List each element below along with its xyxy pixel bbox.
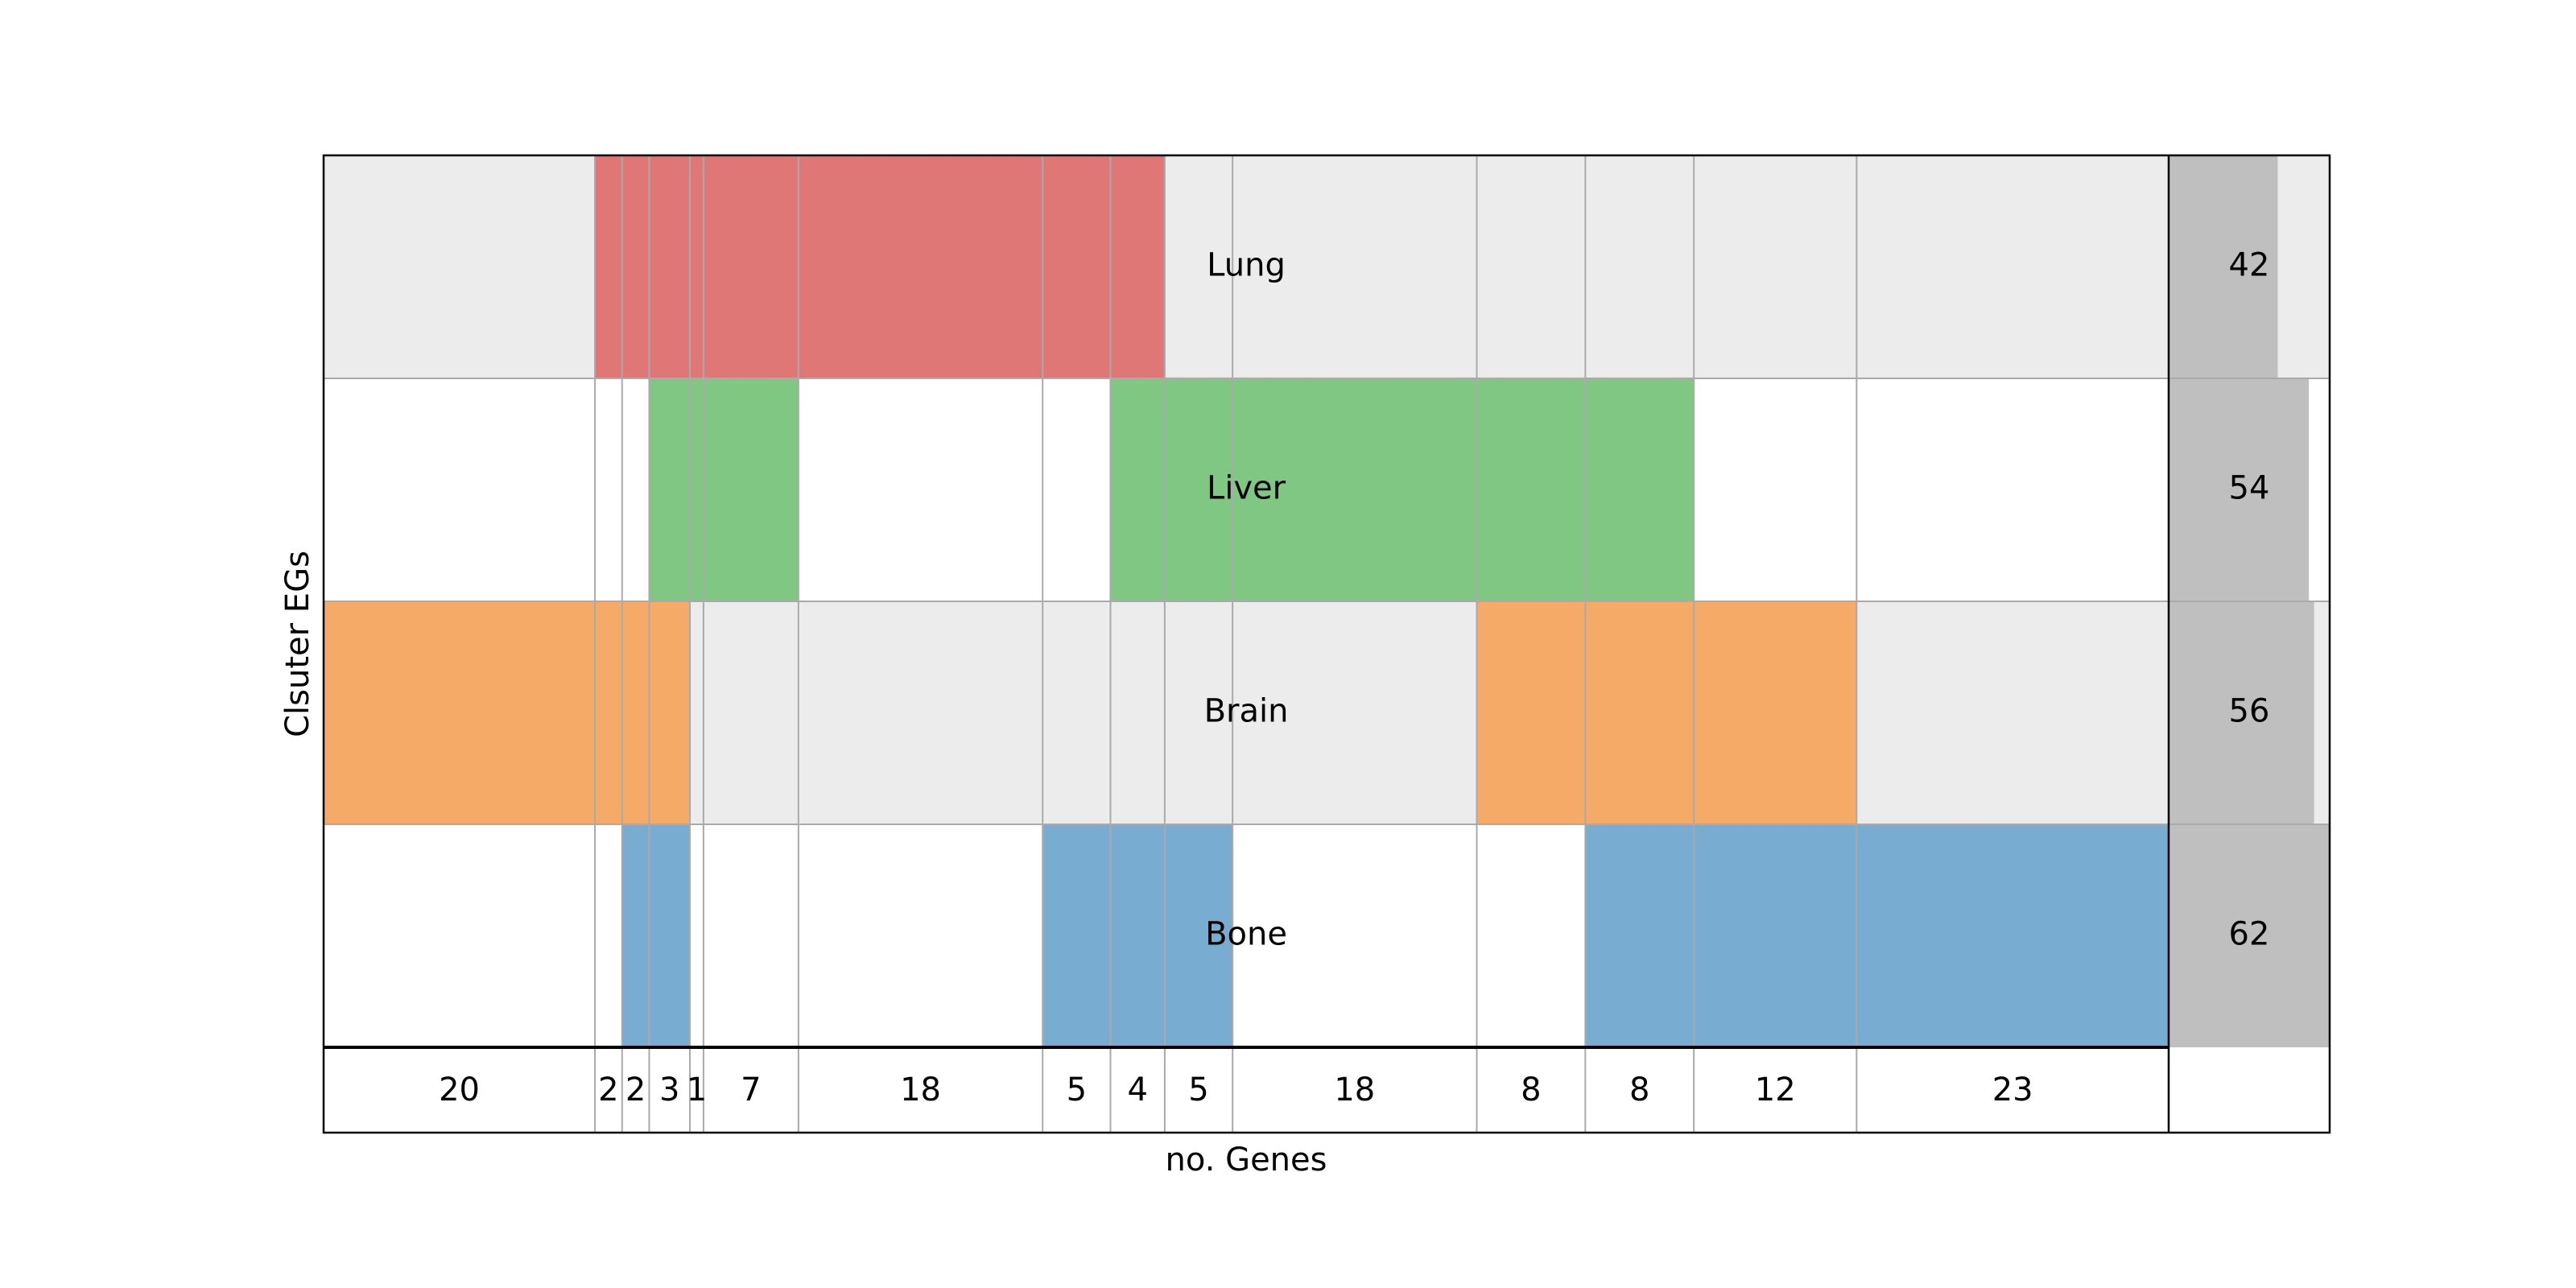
cell-brain-7 — [1042, 601, 1111, 824]
cell-bone-3 — [649, 824, 691, 1047]
row-label-brain: Brain — [1204, 693, 1289, 730]
cell-lung-0 — [324, 155, 596, 378]
gene-count-label: 8 — [1629, 1071, 1649, 1108]
cell-lung-2 — [621, 155, 650, 378]
cell-brain-10 — [1232, 601, 1477, 824]
cell-lung-4 — [690, 155, 704, 378]
cell-liver-2 — [621, 378, 650, 601]
cell-lung-6 — [798, 155, 1043, 378]
cell-liver-0 — [324, 378, 596, 601]
gene-count-label: 5 — [1067, 1071, 1087, 1108]
cell-bone-2 — [621, 824, 650, 1047]
cell-brain-14 — [1856, 601, 2169, 824]
cell-bone-6 — [798, 824, 1043, 1047]
cell-brain-1 — [595, 601, 623, 824]
cell-bone-4 — [690, 824, 704, 1047]
cell-liver-1 — [595, 378, 623, 601]
cell-brain-5 — [703, 601, 799, 824]
gene-count-label: 18 — [900, 1071, 941, 1108]
cell-lung-3 — [649, 155, 691, 378]
total-bar-lung — [2169, 155, 2278, 378]
cell-brain-11 — [1476, 601, 1586, 824]
cell-bone-0 — [324, 824, 596, 1047]
cluster-total-bars — [2169, 155, 2330, 1047]
cell-lung-10 — [1232, 155, 1477, 378]
cell-brain-13 — [1694, 601, 1857, 824]
gene-count-label: 8 — [1521, 1071, 1541, 1108]
cell-lung-11 — [1476, 155, 1586, 378]
cell-liver-10 — [1232, 378, 1477, 601]
cell-liver-7 — [1042, 378, 1111, 601]
cell-bone-9 — [1164, 824, 1233, 1047]
cell-liver-3 — [649, 378, 691, 601]
cluster-cells — [324, 155, 2169, 1047]
cell-lung-9 — [1164, 155, 1233, 378]
cell-liver-13 — [1694, 378, 1857, 601]
cell-lung-14 — [1856, 155, 2169, 378]
cell-brain-8 — [1110, 601, 1166, 824]
x-axis-label: no. Genes — [1166, 1141, 1327, 1179]
y-axis-label: Clsuter EGs — [279, 551, 316, 737]
cell-liver-14 — [1856, 378, 2169, 601]
cell-brain-2 — [621, 601, 650, 824]
cell-lung-5 — [703, 155, 799, 378]
gene-count-label: 1 — [687, 1071, 707, 1108]
grid-lines — [324, 155, 2330, 1133]
cell-lung-12 — [1585, 155, 1695, 378]
cell-lung-13 — [1694, 155, 1857, 378]
row-label-lung: Lung — [1207, 247, 1286, 284]
row-total-brain: 56 — [2229, 693, 2270, 730]
cell-bone-13 — [1694, 824, 1857, 1047]
cell-liver-11 — [1476, 378, 1586, 601]
gene-count-label: 7 — [741, 1071, 761, 1108]
cell-bone-7 — [1042, 824, 1111, 1047]
gene-count-label: 2 — [598, 1071, 618, 1108]
cell-liver-8 — [1110, 378, 1166, 601]
gene-count-label: 20 — [439, 1071, 480, 1108]
cell-liver-9 — [1164, 378, 1233, 601]
cell-brain-3 — [649, 601, 691, 824]
total-bar-bone — [2169, 824, 2330, 1047]
cell-lung-7 — [1042, 155, 1111, 378]
gene-count-label: 2 — [625, 1071, 646, 1108]
cell-bone-11 — [1476, 824, 1586, 1047]
gene-count-label: 4 — [1127, 1071, 1147, 1108]
total-bar-brain — [2169, 601, 2314, 824]
gene-count-label: 12 — [1755, 1071, 1796, 1108]
cell-lung-8 — [1110, 155, 1166, 378]
outer-frame — [322, 154, 2331, 1134]
frames — [322, 154, 2331, 1134]
cell-brain-12 — [1585, 601, 1695, 824]
gene-count-label: 5 — [1188, 1071, 1208, 1108]
cell-brain-4 — [690, 601, 704, 824]
cell-brain-9 — [1164, 601, 1233, 824]
row-total-lung: 42 — [2229, 247, 2270, 284]
cell-bone-1 — [595, 824, 623, 1047]
row-total-liver: 54 — [2229, 470, 2270, 507]
gene-count-label: 23 — [1992, 1071, 2033, 1108]
cell-bone-10 — [1232, 824, 1477, 1047]
cell-liver-6 — [798, 378, 1043, 601]
row-label-liver: Liver — [1207, 470, 1286, 507]
cell-bone-14 — [1856, 824, 2169, 1047]
cell-liver-12 — [1585, 378, 1695, 601]
gene-count-label: 18 — [1334, 1071, 1375, 1108]
cell-brain-6 — [798, 601, 1043, 824]
cell-liver-4 — [690, 378, 704, 601]
cell-liver-5 — [703, 378, 799, 601]
cell-lung-1 — [595, 155, 623, 378]
row-label-bone: Bone — [1205, 916, 1287, 953]
gene-count-label: 3 — [659, 1071, 679, 1108]
row-total-bone: 62 — [2229, 916, 2270, 953]
cell-bone-8 — [1110, 824, 1166, 1047]
cell-bone-5 — [703, 824, 799, 1047]
cell-bone-12 — [1585, 824, 1695, 1047]
cell-brain-0 — [324, 601, 596, 824]
total-bar-liver — [2169, 378, 2310, 601]
